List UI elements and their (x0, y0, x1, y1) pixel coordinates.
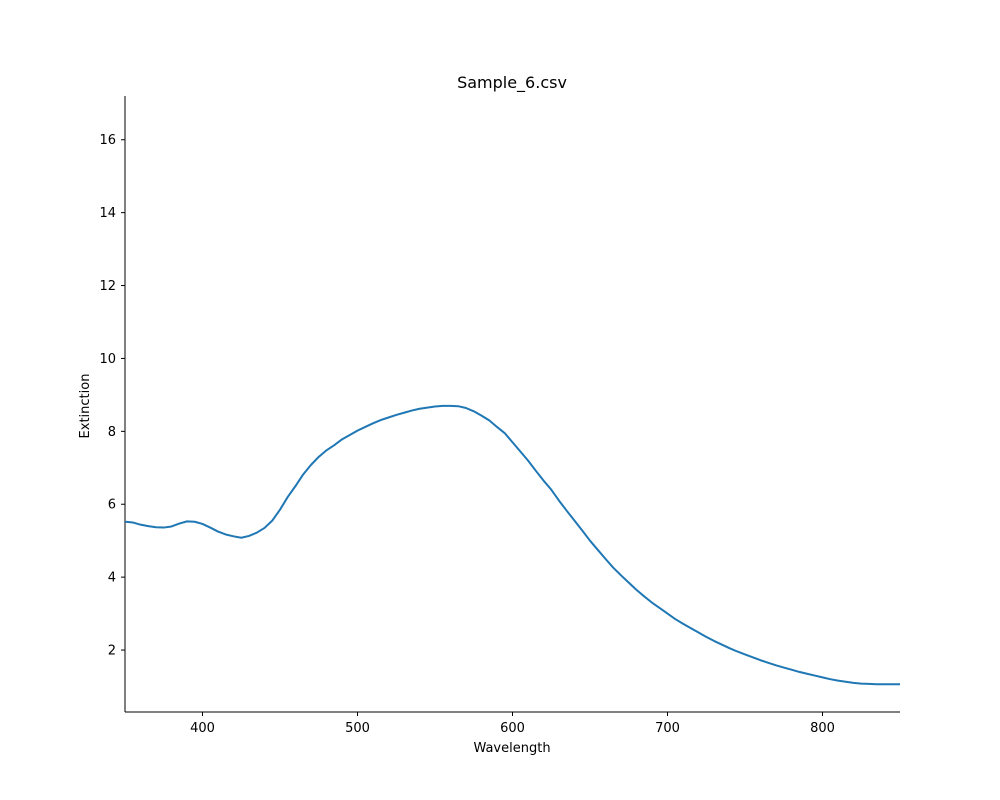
y-tick-label: 14 (99, 206, 116, 221)
y-tick-label: 2 (108, 644, 116, 659)
y-tick-label: 12 (99, 279, 116, 294)
y-axis-label: Extinction (78, 374, 93, 439)
y-tick-label: 6 (108, 498, 116, 513)
y-tick-label: 10 (99, 352, 116, 367)
x-axis-label: Wavelength (473, 741, 550, 756)
x-tick-label: 600 (500, 721, 525, 736)
y-tick-label: 4 (108, 571, 116, 586)
y-tick-label: 8 (108, 425, 116, 440)
x-tick-label: 500 (345, 721, 370, 736)
x-tick-label: 800 (810, 721, 835, 736)
x-tick-label: 400 (190, 721, 215, 736)
chart-title: Sample_6.csv (457, 73, 567, 93)
y-axis-ticks: 2 4 6 8 10 12 14 16 (99, 133, 125, 659)
y-tick-label: 16 (99, 133, 116, 148)
series-line (124, 404, 900, 686)
x-axis-ticks: 400 500 600 700 800 (190, 712, 835, 736)
x-tick-label: 700 (655, 721, 680, 736)
